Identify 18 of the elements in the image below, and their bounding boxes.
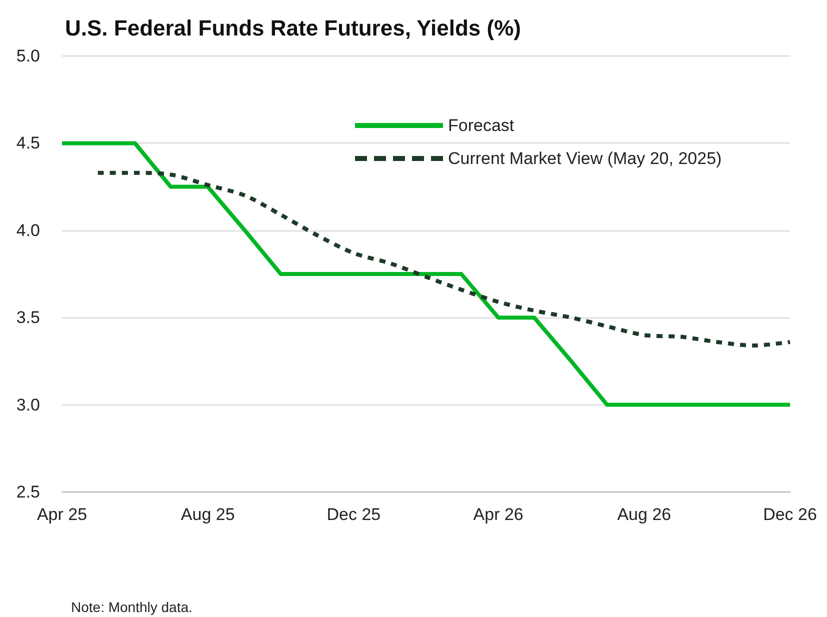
y-tick-label: 3.0 xyxy=(16,395,40,414)
x-tick-label: Aug 26 xyxy=(617,505,672,524)
line-series xyxy=(60,141,792,407)
x-tick-label: Apr 26 xyxy=(473,505,524,524)
x-tick-label: Aug 25 xyxy=(180,505,235,524)
y-tick-label: 4.5 xyxy=(16,134,40,153)
legend-label: Forecast xyxy=(448,116,514,135)
y-tick-label: 4.0 xyxy=(16,220,40,240)
y-tick-label: 3.5 xyxy=(16,308,40,328)
text: Note: Monthly data. xyxy=(71,599,192,615)
x-tick-label: Dec 25 xyxy=(326,505,381,524)
legend-label: Current Market View (May 20, 2025) xyxy=(448,149,722,168)
x-tick-label: Dec 26 xyxy=(763,505,817,524)
line-series xyxy=(96,170,792,348)
chart-title: U.S. Federal Funds Rate Futures, Yields (%) xyxy=(65,16,521,40)
x-tick-label: Apr 25 xyxy=(36,505,88,524)
y-tick-label: 2.5 xyxy=(16,482,40,502)
y-tick-label: 5.0 xyxy=(16,46,40,66)
